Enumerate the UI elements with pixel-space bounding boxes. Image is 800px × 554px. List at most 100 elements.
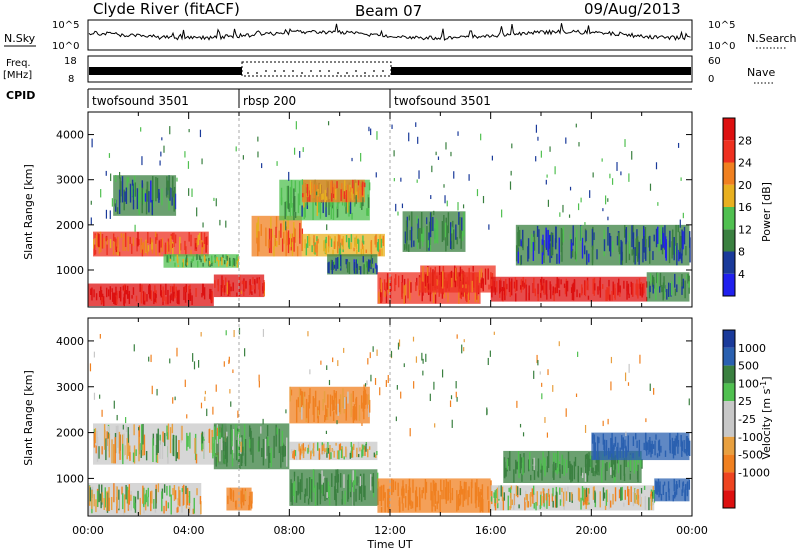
range-gate-cell: [113, 483, 115, 503]
colorbar-swatch: [723, 436, 735, 455]
range-gate-cell: [374, 236, 376, 245]
range-gate-cell: [585, 454, 587, 459]
range-gate-cell: [387, 488, 389, 501]
scatter-cell: [540, 150, 542, 158]
range-gate-cell: [124, 290, 126, 304]
range-gate-cell: [335, 391, 337, 409]
nave-point: [382, 70, 384, 72]
range-gate-cell: [235, 440, 238, 461]
colorbar-tick-label: 500: [738, 360, 759, 373]
range-gate-cell: [329, 444, 331, 452]
range-gate-cell: [678, 479, 681, 488]
range-gate-cell: [348, 237, 350, 248]
range-gate-cell: [292, 451, 294, 459]
range-gate-cell: [324, 189, 326, 203]
range-gate-cell: [222, 254, 224, 258]
range-gate-cell: [136, 188, 139, 210]
scatter-cell: [539, 371, 541, 375]
range-gate-cell: [594, 283, 596, 291]
range-gate-cell: [531, 234, 533, 252]
range-gate-cell: [194, 237, 196, 251]
scatter-cell: [196, 207, 198, 217]
range-gate-cell: [546, 456, 549, 468]
range-gate-cell: [548, 234, 551, 249]
range-gate-cell: [351, 190, 353, 195]
range-gate-cell: [118, 290, 121, 299]
range-gate-cell: [203, 240, 205, 250]
range-gate-cell: [559, 499, 562, 506]
range-gate-cell: [252, 277, 254, 284]
range-gate-cell: [681, 282, 683, 295]
heatmap-region: [163, 254, 240, 268]
range-gate-cell: [343, 191, 346, 200]
range-gate-cell: [462, 488, 464, 507]
range-gate-cell: [114, 292, 116, 305]
range-gate-cell: [181, 491, 183, 513]
range-gate-cell: [685, 439, 688, 455]
range-gate-cell: [546, 466, 548, 473]
range-gate-cell: [365, 393, 367, 405]
range-gate-cell: [241, 488, 244, 500]
velocity-colorbar-label: Velocity [m s-1]: [759, 376, 773, 459]
range-gate-cell: [322, 482, 325, 497]
range-gate-cell: [256, 277, 258, 284]
scatter-cell: [233, 329, 235, 338]
range-gate-cell: [586, 463, 588, 475]
range-gate-cell: [660, 225, 663, 245]
range-gate-cell: [516, 279, 518, 291]
range-gate-cell: [350, 234, 353, 243]
scatter-cell: [449, 400, 452, 407]
range-gate-cell: [603, 439, 606, 457]
scatter-cell: [393, 150, 395, 157]
range-gate-cell: [449, 271, 452, 287]
range-gate-cell: [545, 280, 548, 296]
range-gate-cell: [559, 464, 561, 472]
range-gate-cell: [671, 281, 673, 296]
range-gate-cell: [137, 231, 139, 247]
range-gate-cell: [325, 243, 328, 255]
scatter-cell: [237, 410, 239, 418]
scatter-cell: [422, 370, 424, 376]
range-gate-cell: [287, 185, 289, 210]
range-gate-cell: [530, 474, 532, 481]
range-gate-cell: [410, 282, 412, 293]
range-gate-cell: [336, 450, 339, 460]
range-gate-cell: [537, 283, 539, 298]
range-gate-cell: [309, 190, 311, 202]
range-gate-cell: [632, 225, 634, 240]
range-gate-cell: [502, 497, 505, 511]
range-gate-cell: [106, 244, 108, 256]
range-gate-cell: [144, 494, 147, 505]
scatter-cell: [677, 142, 680, 148]
range-gate-cell: [154, 292, 156, 303]
range-gate-cell: [655, 287, 657, 300]
range-gate-cell: [275, 424, 277, 447]
range-gate-cell: [458, 489, 461, 496]
range-gate-cell: [173, 254, 175, 261]
range-gate-cell: [381, 248, 383, 256]
range-gate-cell: [412, 479, 414, 493]
range-gate-cell: [128, 294, 130, 299]
scatter-cell: [426, 217, 428, 225]
range-gate-cell: [347, 475, 350, 500]
range-gate-cell: [587, 284, 589, 291]
range-gate-cell: [229, 257, 231, 266]
range-gate-cell: [215, 255, 217, 259]
range-gate-cell: [587, 488, 589, 501]
range-gate-cell: [416, 228, 419, 250]
range-gate-cell: [168, 198, 170, 211]
range-gate-cell: [471, 479, 473, 489]
range-gate-cell: [588, 253, 590, 263]
range-gate-cell: [215, 456, 217, 467]
scatter-cell: [482, 195, 485, 204]
range-gate-cell: [175, 286, 177, 298]
scatter-cell: [362, 197, 364, 207]
range-gate-cell: [191, 258, 193, 263]
scatter-cell: [328, 379, 331, 386]
freq-left-tick-top: 18: [64, 56, 77, 67]
scatter-cell: [401, 203, 404, 209]
range-gate-cell: [120, 233, 123, 238]
range-gate-cell: [552, 291, 554, 296]
range-gate-cell: [316, 196, 319, 216]
scatter-cell: [480, 133, 482, 141]
